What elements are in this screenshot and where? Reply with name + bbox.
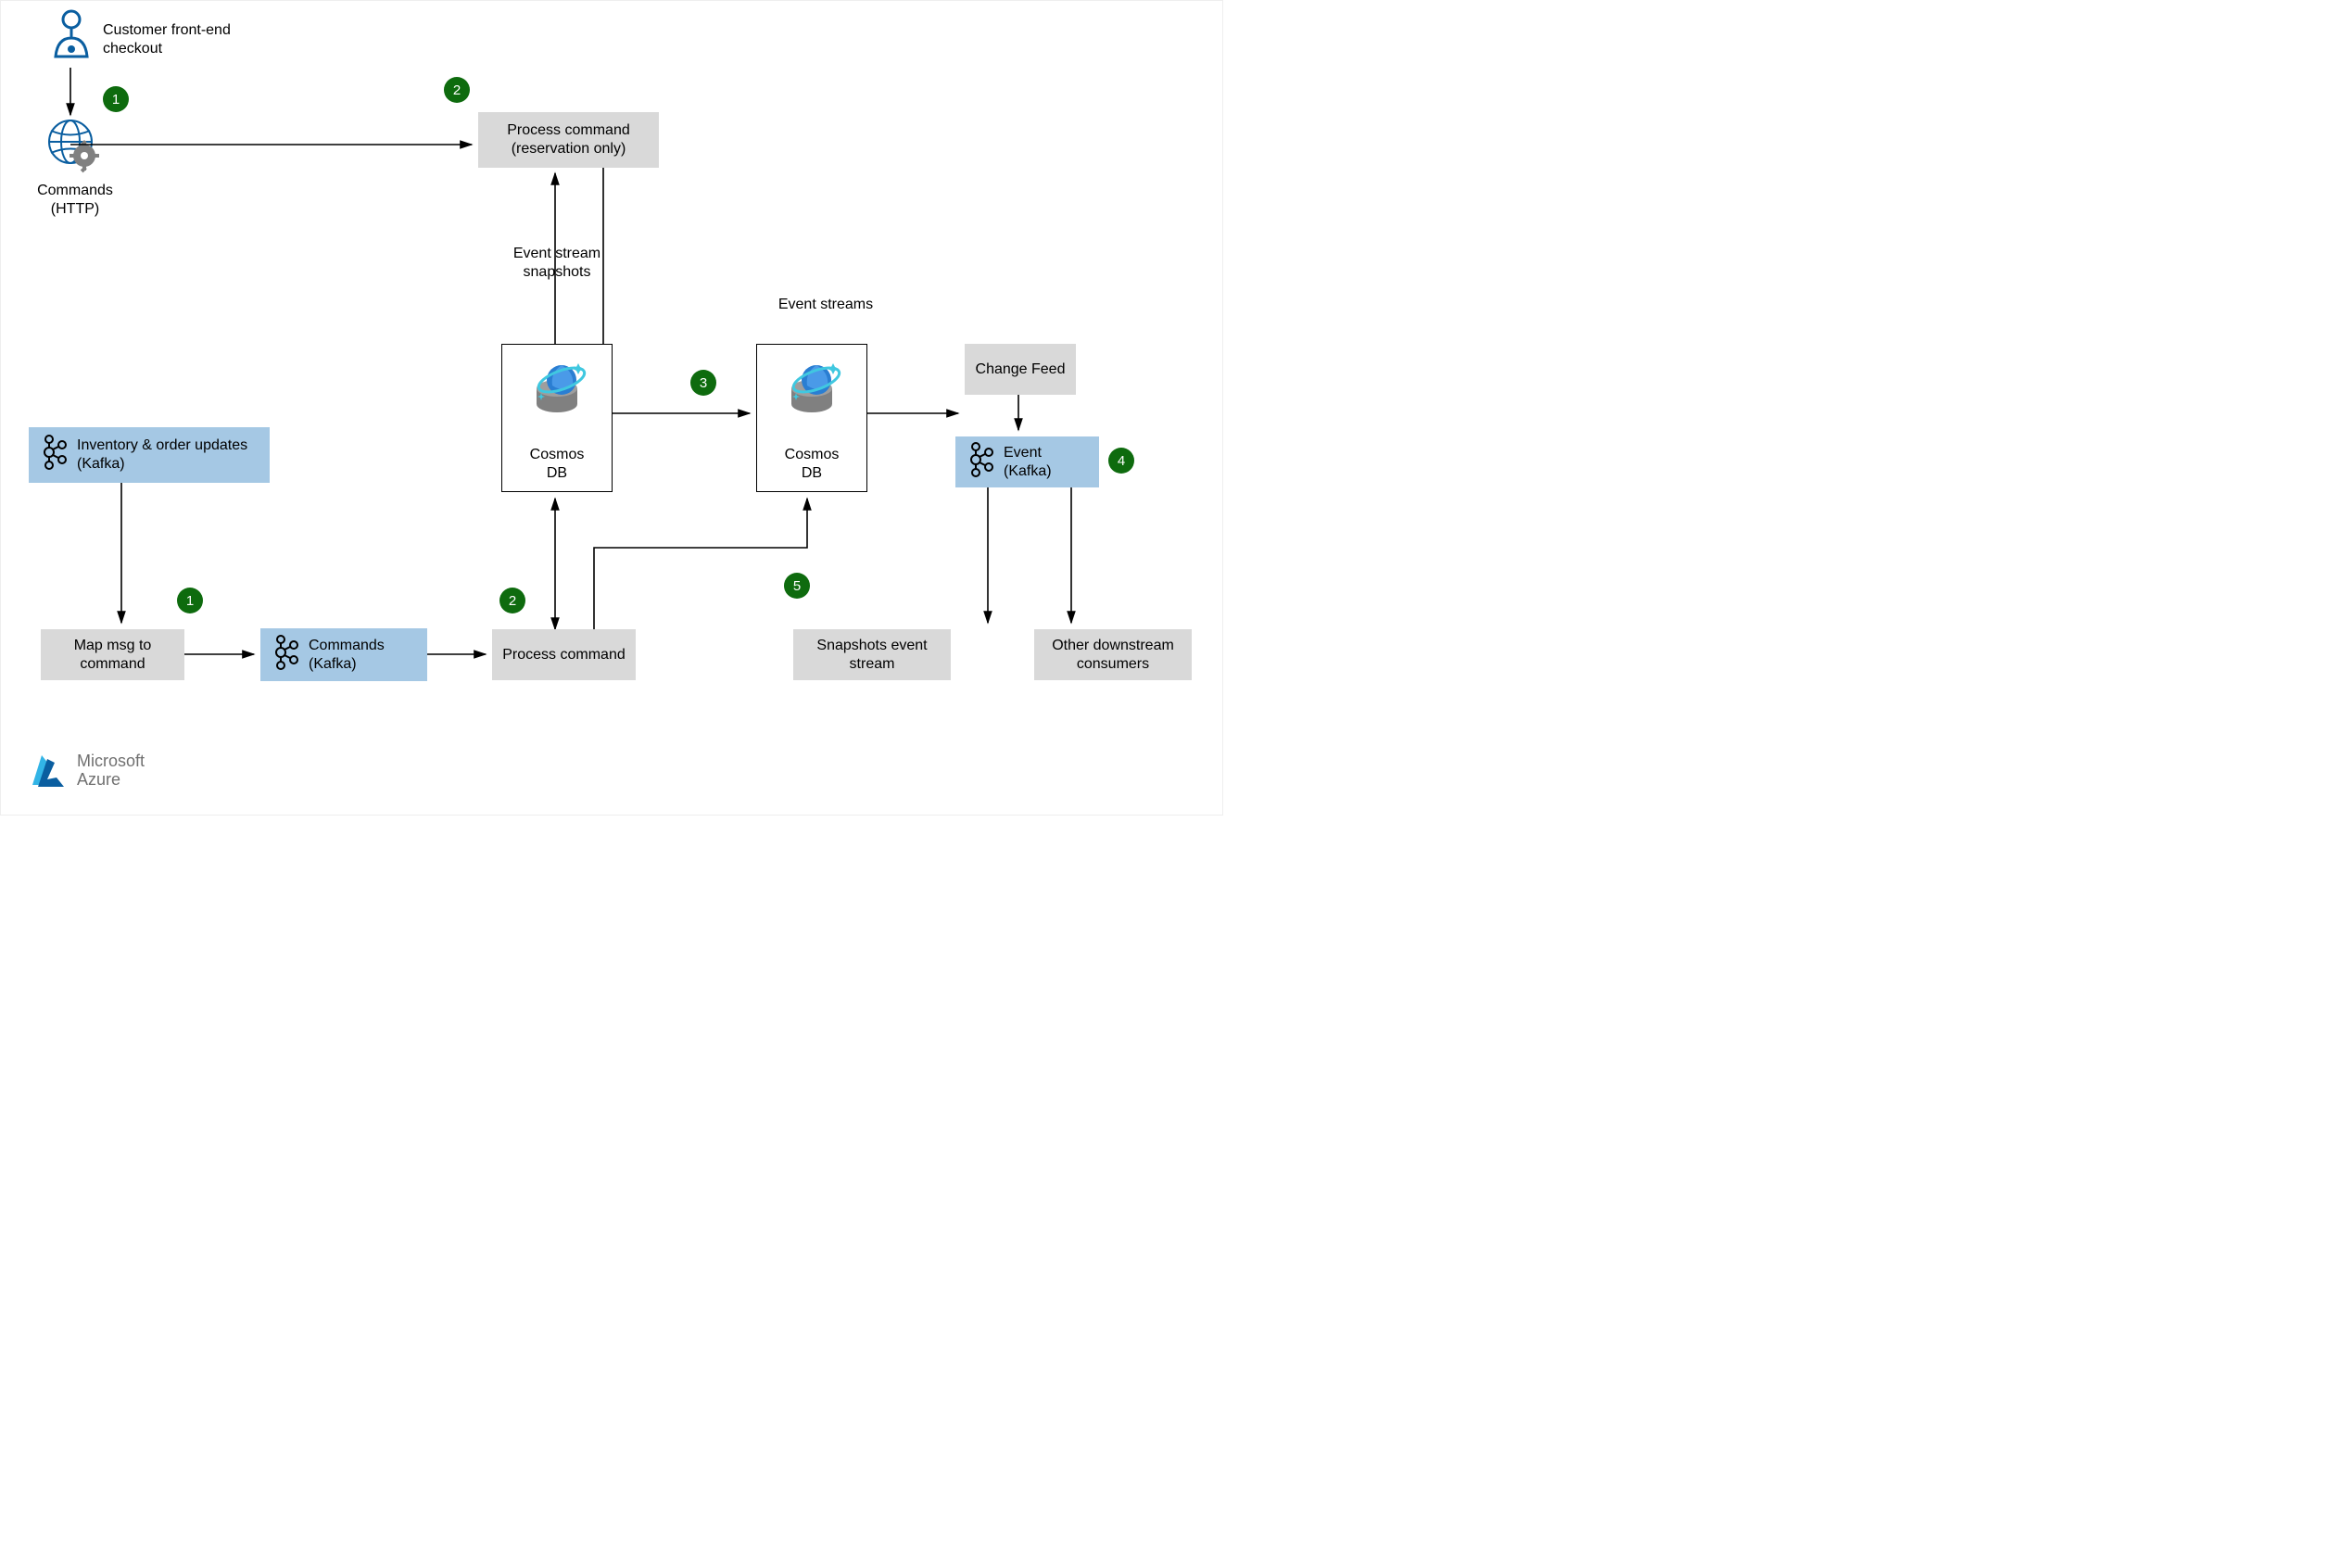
node-label: Event (Kafka): [1004, 444, 1090, 481]
node-label: Process command: [502, 646, 626, 664]
cosmos-db-icon: [525, 356, 589, 426]
kafka-icon: [967, 441, 994, 484]
logo-brand-2: Azure: [77, 771, 145, 790]
node-inventory-kafka: Inventory & order updates (Kafka): [29, 427, 270, 483]
node-commands-kafka: Commands (Kafka): [260, 628, 427, 681]
step-badge-2: 2: [444, 77, 470, 103]
node-label: Inventory & order updates (Kafka): [77, 436, 260, 474]
label-cosmos-db-2: Cosmos DB: [775, 446, 849, 483]
globe-gear-icon: [45, 117, 105, 176]
edge-e11: [594, 499, 807, 629]
user-icon: [50, 8, 93, 64]
node-snapshots-event-stream: Snapshots event stream: [793, 629, 951, 680]
node-label: Other downstream consumers: [1043, 637, 1182, 674]
label-event-streams: Event streams: [770, 296, 881, 314]
node-label: Snapshots event stream: [803, 637, 942, 674]
node-label: Map msg to command: [50, 637, 175, 674]
step-badge-1: 1: [103, 86, 129, 112]
node-label: Change Feed: [976, 360, 1066, 379]
logo-brand-1: Microsoft: [77, 752, 145, 771]
node-map-msg: Map msg to command: [41, 629, 184, 680]
label-cosmos-db-1: Cosmos DB: [520, 446, 594, 483]
kafka-icon: [272, 634, 299, 677]
label-commands-http: Commands (HTTP): [19, 182, 131, 219]
azure-logo: Microsoft Azure: [29, 752, 145, 790]
step-badge-2: 2: [499, 588, 525, 613]
node-process-command: Process command: [492, 629, 636, 680]
node-process-command-reservation: Process command (reservation only): [478, 112, 659, 168]
node-label: Process command (reservation only): [487, 121, 650, 158]
step-badge-3: 3: [690, 370, 716, 396]
node-label: Commands (Kafka): [309, 637, 418, 674]
step-badge-4: 4: [1108, 448, 1134, 474]
kafka-icon: [40, 434, 68, 476]
cosmos-db-icon: [779, 356, 844, 426]
step-badge-1: 1: [177, 588, 203, 613]
step-badge-5: 5: [784, 573, 810, 599]
label-event-stream-snapshots: Event stream snapshots: [497, 245, 617, 282]
node-change-feed: Change Feed: [965, 344, 1076, 395]
node-other-downstream: Other downstream consumers: [1034, 629, 1192, 680]
label-customer-frontend: Customer front-end checkout: [103, 21, 270, 58]
node-event-kafka: Event (Kafka): [955, 436, 1099, 487]
edge-e4: [603, 168, 750, 413]
